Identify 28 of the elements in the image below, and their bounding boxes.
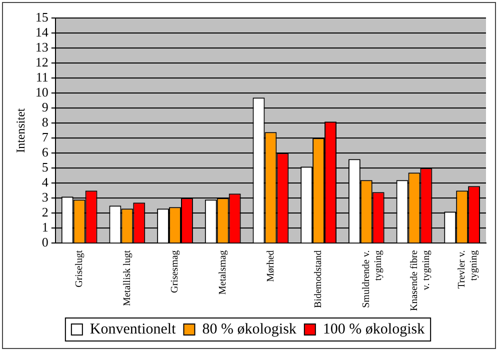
y-tick-label: 5 [42, 160, 48, 175]
legend-label: 80 % økologisk [202, 321, 297, 338]
y-tick-label: 8 [42, 114, 48, 130]
y-tick-label: 6 [42, 144, 49, 160]
x-tick-label: Metallisk lugt [122, 250, 133, 306]
x-tick-label: Mørhed [265, 250, 276, 282]
y-tick-label: 7 [42, 130, 49, 145]
y-tick-label: 11 [36, 69, 48, 84]
x-tick-label: Metalsmag [217, 250, 228, 295]
y-tick-label: 14 [35, 24, 49, 40]
x-tick-label: Trevler v. tygning [456, 250, 480, 289]
x-tick-label: Smuldrende v. tygning [361, 250, 384, 308]
y-tick-label: 0 [42, 234, 48, 250]
y-tick-label: 13 [35, 39, 48, 54]
y-tick-label: 4 [42, 174, 49, 190]
x-tick-label: Griselugt [74, 250, 85, 288]
y-tick-label: 10 [35, 84, 48, 100]
y-tick-label: 2 [42, 204, 48, 220]
legend-label: 100 % økologisk [322, 321, 426, 338]
y-tick-label: 15 [35, 9, 48, 24]
legend-label: Konventionelt [90, 321, 177, 338]
x-tick-label: Grisesmag [170, 250, 181, 293]
x-tick-label: Bidemodstand [313, 250, 324, 308]
y-tick-label: 9 [42, 100, 48, 114]
y-tick-label: 12 [35, 54, 48, 70]
y-tick-label: 3 [42, 190, 48, 205]
y-tick-label: 1 [42, 220, 48, 235]
y-axis-title: Intensitet [13, 108, 28, 153]
